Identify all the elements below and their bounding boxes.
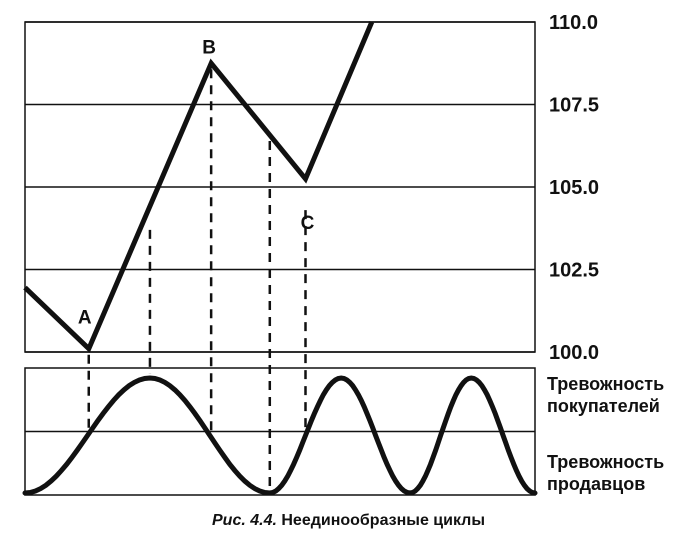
price-tick-label: 100.0: [549, 342, 599, 364]
point-label-b: B: [202, 37, 216, 58]
price-axis-ticks: 110.0 107.5 105.0 102.5 100.0: [549, 12, 599, 364]
point-labels: A B C: [78, 37, 315, 328]
price-tick-label: 107.5: [549, 95, 599, 117]
caption-text: Неединообразные циклы: [276, 512, 485, 529]
figure-caption: Рис. 4.4. Неединообразные циклы: [0, 512, 697, 530]
price-line: [23, 21, 375, 354]
point-label-a: A: [78, 308, 92, 329]
figure-area: 110.0 107.5 105.0 102.5 100.0 A B C Тревожност…: [22, 12, 664, 496]
anxiety-wave: [22, 375, 538, 496]
anxiety-panel: [22, 367, 538, 496]
point-label-c: C: [301, 213, 315, 234]
sellers-label-line2: продавцов: [547, 474, 645, 494]
sellers-label-line1: Тревожность: [547, 452, 664, 472]
price-tick-label: 102.5: [549, 260, 599, 282]
price-tick-label: 110.0: [549, 12, 598, 34]
caption-number: Рис. 4.4.: [212, 512, 277, 529]
price-grid: [24, 21, 536, 353]
price-series: [23, 21, 375, 354]
buyers-label-line1: Тревожность: [547, 374, 664, 394]
price-tick-label: 105.0: [549, 177, 599, 199]
buyers-label-line2: покупателей: [547, 396, 660, 416]
